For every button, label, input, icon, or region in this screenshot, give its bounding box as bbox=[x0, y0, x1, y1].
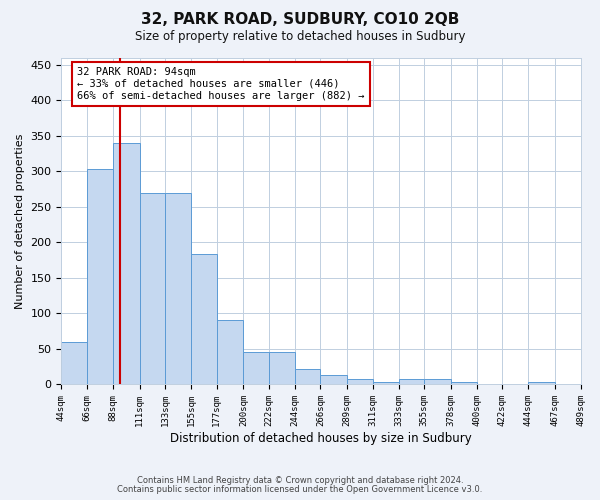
Bar bbox=[581, 382, 600, 384]
X-axis label: Distribution of detached houses by size in Sudbury: Distribution of detached houses by size … bbox=[170, 432, 472, 445]
Y-axis label: Number of detached properties: Number of detached properties bbox=[15, 134, 25, 308]
Bar bbox=[320, 375, 347, 384]
Bar bbox=[244, 352, 269, 384]
Bar bbox=[295, 369, 320, 384]
Bar bbox=[87, 169, 113, 384]
Text: Contains HM Land Registry data © Crown copyright and database right 2024.: Contains HM Land Registry data © Crown c… bbox=[137, 476, 463, 485]
Text: Size of property relative to detached houses in Sudbury: Size of property relative to detached ho… bbox=[135, 30, 465, 43]
Bar bbox=[113, 143, 140, 384]
Bar bbox=[165, 192, 191, 384]
Text: 32, PARK ROAD, SUDBURY, CO10 2QB: 32, PARK ROAD, SUDBURY, CO10 2QB bbox=[141, 12, 459, 28]
Bar bbox=[191, 254, 217, 384]
Bar bbox=[451, 382, 476, 384]
Bar bbox=[140, 192, 165, 384]
Bar bbox=[373, 382, 398, 384]
Text: 32 PARK ROAD: 94sqm
← 33% of detached houses are smaller (446)
66% of semi-detac: 32 PARK ROAD: 94sqm ← 33% of detached ho… bbox=[77, 68, 364, 100]
Bar bbox=[424, 379, 451, 384]
Bar bbox=[528, 382, 555, 384]
Bar bbox=[61, 342, 87, 384]
Bar bbox=[347, 380, 373, 384]
Text: Contains public sector information licensed under the Open Government Licence v3: Contains public sector information licen… bbox=[118, 485, 482, 494]
Bar bbox=[217, 320, 244, 384]
Bar bbox=[269, 352, 295, 384]
Bar bbox=[398, 379, 424, 384]
